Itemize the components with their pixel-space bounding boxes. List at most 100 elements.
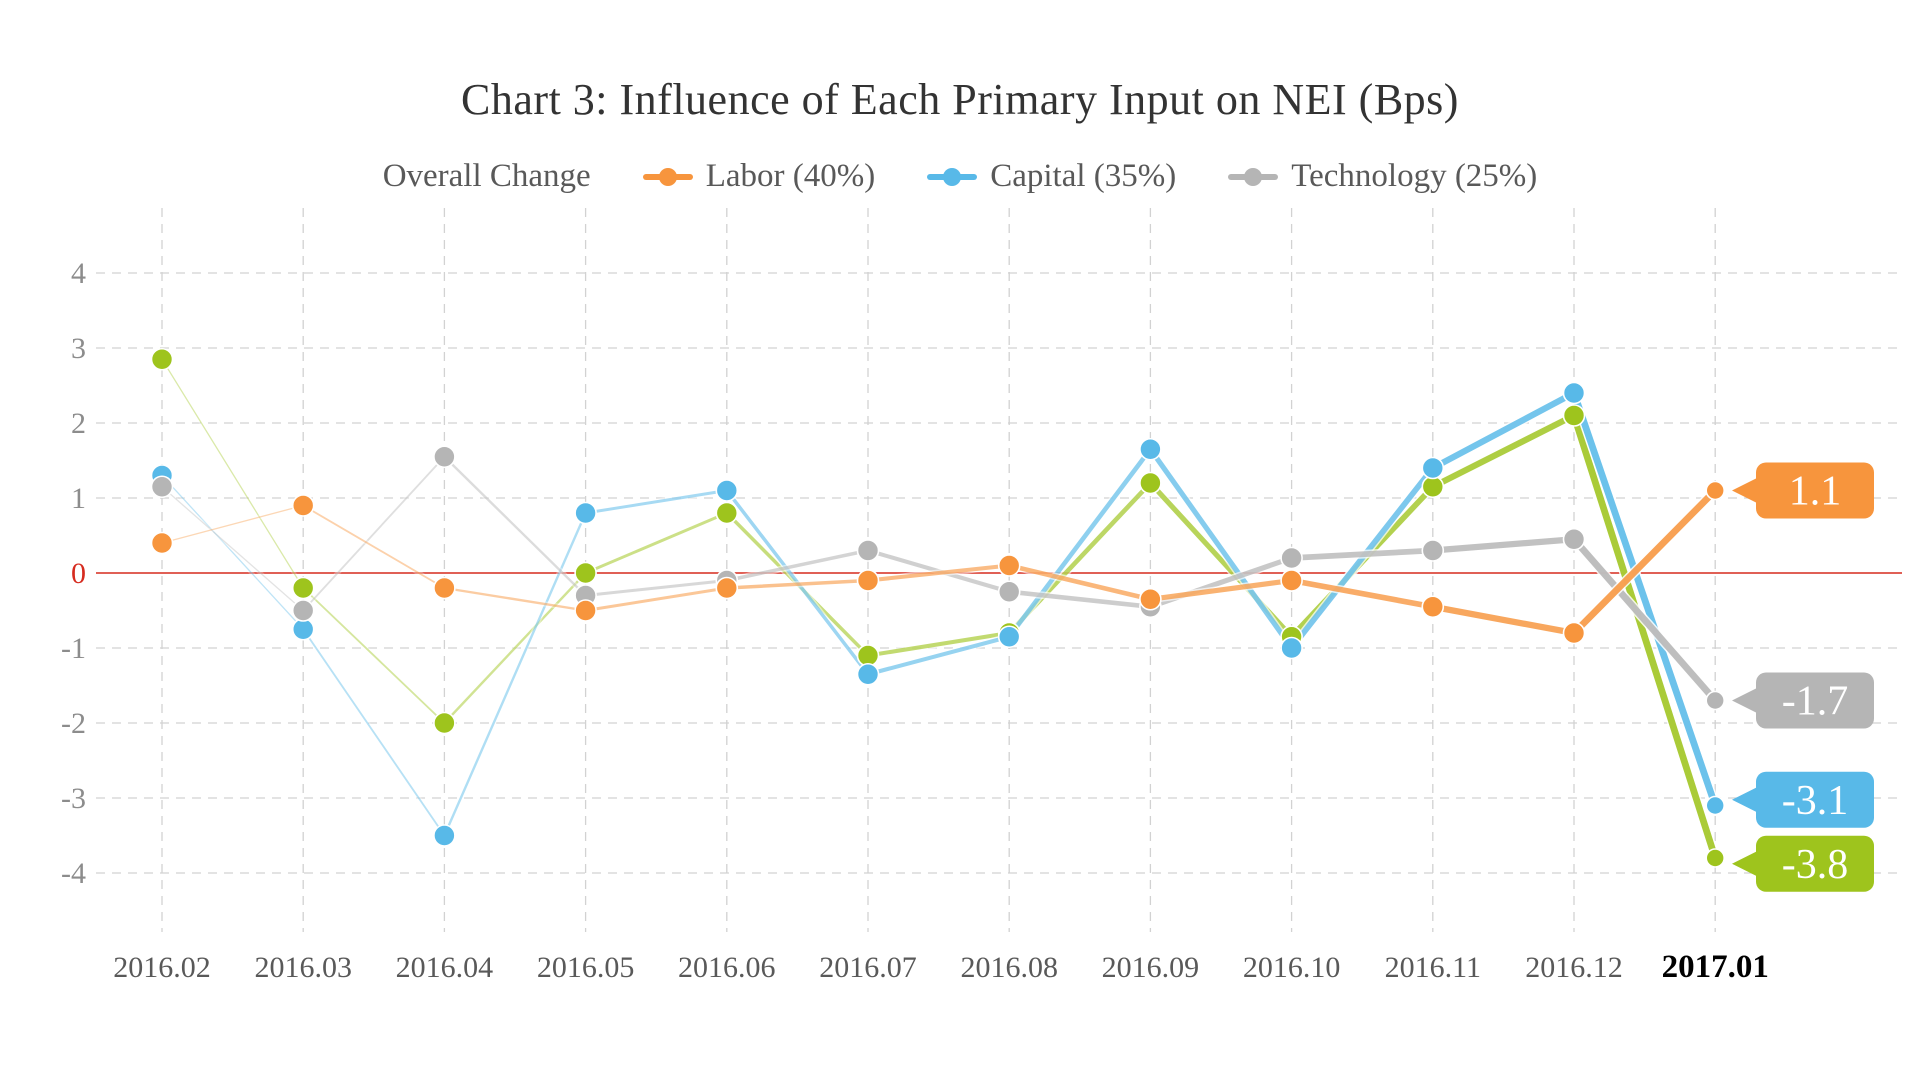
series-line-segment — [1147, 577, 1295, 602]
series-line-halo — [441, 454, 589, 599]
y-axis-tick-label: -1 — [61, 632, 86, 665]
x-axis-tick-label: 2016.09 — [1102, 951, 1200, 984]
end-label-badge — [1756, 771, 1874, 828]
end-label-value: -3.1 — [1782, 778, 1849, 824]
data-point — [150, 475, 174, 499]
legend-item-capital-35[interactable]: Capital (35%) — [927, 158, 1176, 195]
series-line-segment — [1570, 487, 1719, 637]
series-line-segment — [443, 511, 587, 837]
legend-label: Labor (40%) — [705, 158, 876, 194]
y-axis-tick-label: -3 — [61, 782, 86, 815]
legend-item-labor-40[interactable]: Labor (40%) — [642, 158, 876, 195]
data-point — [291, 494, 315, 517]
data-point — [856, 644, 880, 667]
x-axis-tick-label: 2016.08 — [960, 951, 1058, 984]
series-line-segment — [1429, 536, 1578, 554]
series-line-segment — [302, 587, 446, 724]
x-axis-tick-label: 2016.06 — [678, 951, 776, 984]
series-line-halo — [159, 484, 306, 613]
data-point — [997, 580, 1021, 604]
x-axis-tick-label: 2016.11 — [1385, 951, 1481, 984]
series-line-segment — [1006, 446, 1153, 640]
data-point — [856, 662, 880, 686]
data-point — [1562, 621, 1586, 645]
end-label-arrow — [1732, 477, 1758, 504]
series-line-segment — [443, 571, 587, 725]
legend-item-overall-change[interactable]: Overall Change — [383, 158, 591, 195]
data-point — [1705, 848, 1725, 868]
series-line-halo — [300, 585, 447, 726]
data-point — [715, 479, 739, 502]
end-label-arrow — [1732, 786, 1758, 813]
end-label-value: 1.1 — [1789, 469, 1842, 515]
data-point — [856, 539, 880, 562]
legend-line-dot-icon — [642, 167, 693, 186]
data-point — [1139, 437, 1162, 461]
series-line-segment — [302, 628, 446, 837]
y-axis-tick-label: 3 — [71, 332, 86, 365]
x-axis-tick-label: 2016.02 — [113, 951, 211, 984]
series-line-segment — [725, 548, 870, 583]
data-point — [1280, 546, 1303, 570]
series-line-segment — [1570, 389, 1719, 809]
data-point — [1421, 595, 1445, 619]
legend-label: Capital (35%) — [990, 158, 1177, 194]
data-point — [1139, 587, 1162, 611]
end-label-value: -3.8 — [1782, 842, 1849, 888]
data-point — [997, 625, 1021, 649]
data-point — [150, 531, 174, 555]
series-line-segment — [584, 489, 729, 515]
x-axis-tick-label: 2016.03 — [254, 951, 352, 984]
y-axis-tick-label: 2 — [71, 407, 86, 440]
data-point — [433, 824, 456, 847]
series-line-segment — [443, 455, 587, 597]
y-axis-tick-label: -4 — [61, 857, 86, 890]
x-axis-tick-label: 2017.01 — [1662, 949, 1769, 985]
series-line-segment — [1429, 603, 1578, 637]
series-line-segment — [725, 578, 870, 590]
data-point — [433, 445, 456, 469]
data-point — [150, 347, 174, 371]
data-point — [291, 617, 315, 641]
series-line-segment — [443, 586, 587, 612]
data-point — [291, 599, 315, 622]
end-label-badge — [1756, 835, 1874, 892]
series-line-segment — [1570, 412, 1719, 862]
series-line-segment — [865, 634, 1012, 677]
series-line-segment — [161, 504, 304, 544]
data-point — [1562, 527, 1586, 551]
end-label-arrow — [1732, 687, 1758, 714]
end-label-arrow — [1732, 850, 1758, 877]
x-axis-tick-label: 2016.04 — [396, 951, 494, 984]
data-point — [433, 576, 456, 600]
end-label-badge — [1756, 672, 1874, 729]
y-axis-tick-label: 4 — [71, 257, 86, 290]
series-line-halo — [300, 626, 447, 838]
data-point — [433, 711, 456, 735]
series-line-segment — [1429, 412, 1578, 490]
series-line-segment — [161, 486, 304, 612]
series-line-segment — [302, 455, 446, 612]
legend-dot-icon — [943, 167, 962, 186]
series-line-halo — [159, 473, 306, 632]
series-line-segment — [865, 630, 1012, 658]
data-point — [1280, 569, 1303, 592]
legend-item-technology-25[interactable]: Technology (25%) — [1228, 158, 1537, 195]
data-point — [1562, 381, 1586, 405]
series-line-segment — [584, 511, 729, 575]
series-line-halo — [441, 585, 589, 614]
series-line-halo — [441, 570, 589, 726]
legend-label: Technology (25%) — [1291, 158, 1538, 194]
data-point — [574, 561, 597, 585]
x-axis-tick-label: 2016.05 — [537, 951, 635, 984]
data-point — [715, 501, 739, 525]
series-line-segment — [1006, 563, 1153, 602]
legend-label: Overall Change — [382, 158, 591, 194]
x-axis-tick-label: 2016.10 — [1243, 951, 1341, 984]
data-point — [1421, 475, 1445, 499]
series-line-segment — [161, 358, 304, 589]
x-axis-tick-label: 2016.07 — [819, 951, 917, 984]
data-point — [1421, 539, 1445, 562]
